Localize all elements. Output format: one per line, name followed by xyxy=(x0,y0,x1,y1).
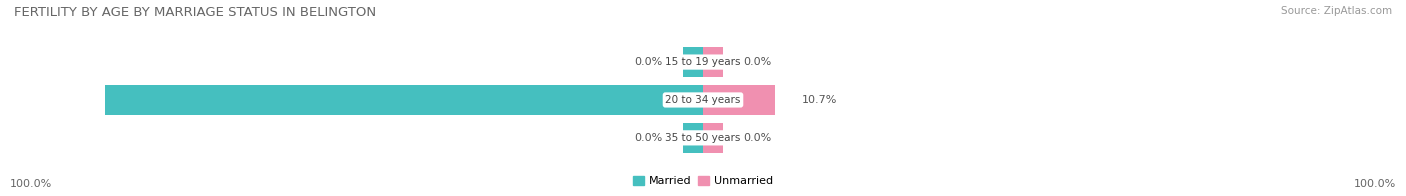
Text: 0.0%: 0.0% xyxy=(634,133,662,143)
Text: 0.0%: 0.0% xyxy=(744,133,772,143)
Text: 15 to 19 years: 15 to 19 years xyxy=(665,57,741,67)
Text: 0.0%: 0.0% xyxy=(634,57,662,67)
Bar xyxy=(105,85,703,115)
Bar xyxy=(703,85,775,115)
Text: FERTILITY BY AGE BY MARRIAGE STATUS IN BELINGTON: FERTILITY BY AGE BY MARRIAGE STATUS IN B… xyxy=(14,6,377,19)
Text: 0.0%: 0.0% xyxy=(744,57,772,67)
Text: Source: ZipAtlas.com: Source: ZipAtlas.com xyxy=(1281,6,1392,16)
Bar xyxy=(703,47,723,77)
Legend: Married, Unmarried: Married, Unmarried xyxy=(631,174,775,189)
Text: 100.0%: 100.0% xyxy=(1354,179,1396,189)
Bar xyxy=(703,123,723,153)
Text: 35 to 50 years: 35 to 50 years xyxy=(665,133,741,143)
Text: 100.0%: 100.0% xyxy=(10,179,52,189)
Bar xyxy=(683,47,703,77)
Bar xyxy=(683,123,703,153)
Text: 89.3%: 89.3% xyxy=(20,95,59,105)
Text: 10.7%: 10.7% xyxy=(801,95,837,105)
Text: 20 to 34 years: 20 to 34 years xyxy=(665,95,741,105)
